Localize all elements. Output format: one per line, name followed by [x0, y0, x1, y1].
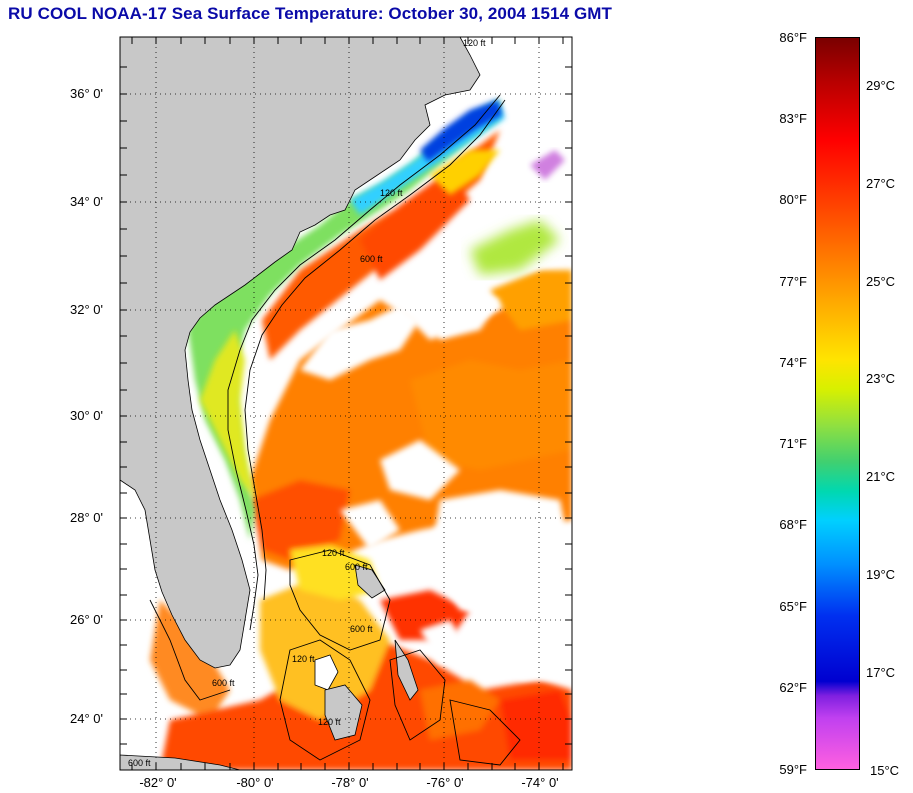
contour-label-600ft-2: 600 ft — [345, 562, 368, 572]
lon-label-76: -76° 0' — [426, 775, 464, 790]
sst-yellow-shelf — [200, 330, 255, 500]
sst-yellow-north — [430, 150, 500, 195]
contour-label-600ft-3: 600 ft — [350, 624, 373, 634]
sst-offshore-patch — [470, 220, 560, 275]
colorbar-f-80: 80°F — [779, 192, 807, 207]
contour-label-600ft-4: 600 ft — [212, 678, 235, 688]
colorbar-f-77: 77°F — [779, 274, 807, 289]
contour-label-600ft: 600 ft — [360, 254, 383, 264]
colorbar-c-15: 15°C — [870, 763, 900, 778]
graticule — [120, 37, 572, 770]
lat-label-36: 36° 0' — [70, 86, 103, 101]
temperature-colorbar — [815, 37, 860, 770]
land-bahamas-abaco — [354, 564, 386, 599]
lat-label-28: 28° 0' — [70, 510, 103, 525]
isobath-bahamas-south — [279, 639, 371, 761]
land-bahamas-andros — [314, 654, 339, 691]
lat-label-32: 32° 0' — [70, 302, 103, 317]
isobath-120ft — [227, 94, 501, 631]
lon-label-78: -78° 0' — [331, 775, 369, 790]
contour-label-120ft-3: 120 ft — [292, 654, 315, 664]
axis-ticks — [120, 37, 572, 770]
lat-label-26: 26° 0' — [70, 612, 103, 627]
lon-label-80: -80° 0' — [236, 775, 274, 790]
map-frame — [119, 36, 573, 771]
land-bahamas-andros-main — [324, 684, 363, 741]
lat-label-24: 24° 0' — [70, 711, 103, 726]
lon-label-74: -74° 0' — [521, 775, 559, 790]
isobath-southeast — [449, 699, 521, 766]
colorbar-c-21: 21°C — [866, 469, 896, 484]
colorbar-f-68: 68°F — [779, 517, 807, 532]
sst-coldest-water — [420, 100, 502, 162]
isobath-exumas — [389, 649, 446, 741]
colorbar-f-86: 86°F — [779, 30, 807, 45]
contour-label-120ft-2: 120 ft — [322, 548, 345, 558]
contour-label-120ft: 120 ft — [380, 188, 403, 198]
isobath-gulf — [149, 599, 231, 701]
lat-label-30: 30° 0' — [70, 408, 103, 423]
colorbar-c-17: 17°C — [866, 665, 896, 680]
colorbar-c-29: 29°C — [866, 78, 896, 93]
contour-label-120ft-5: 120 ft — [463, 38, 486, 48]
lat-label-34: 34° 0' — [70, 194, 103, 209]
colorbar-f-65: 65°F — [779, 599, 807, 614]
land-southeast-us — [120, 37, 481, 669]
page-title: RU COOL NOAA-17 Sea Surface Temperature:… — [8, 4, 613, 23]
colorbar-f-62: 62°F — [779, 680, 807, 695]
land-bahamas-eleuthera — [394, 639, 419, 701]
isobath-600ft — [244, 99, 506, 601]
contour-label-120ft-4: 120 ft — [318, 717, 341, 727]
colorbar-f-59: 59°F — [779, 762, 807, 777]
lon-label-82: -82° 0' — [139, 775, 177, 790]
isobath-bahamas — [289, 549, 391, 651]
colorbar-f-71: 71°F — [779, 436, 807, 451]
colorbar-c-19: 19°C — [866, 567, 896, 582]
colorbar-f-74: 74°F — [779, 355, 807, 370]
sst-cool-shelf — [188, 100, 500, 540]
colorbar-c-23: 23°C — [866, 371, 896, 386]
contour-label-600ft-5: 600 ft — [128, 758, 151, 768]
colorbar-c-25: 25°C — [866, 274, 896, 289]
colorbar-c-27: 27°C — [866, 176, 896, 191]
colorbar-f-83: 83°F — [779, 111, 807, 126]
